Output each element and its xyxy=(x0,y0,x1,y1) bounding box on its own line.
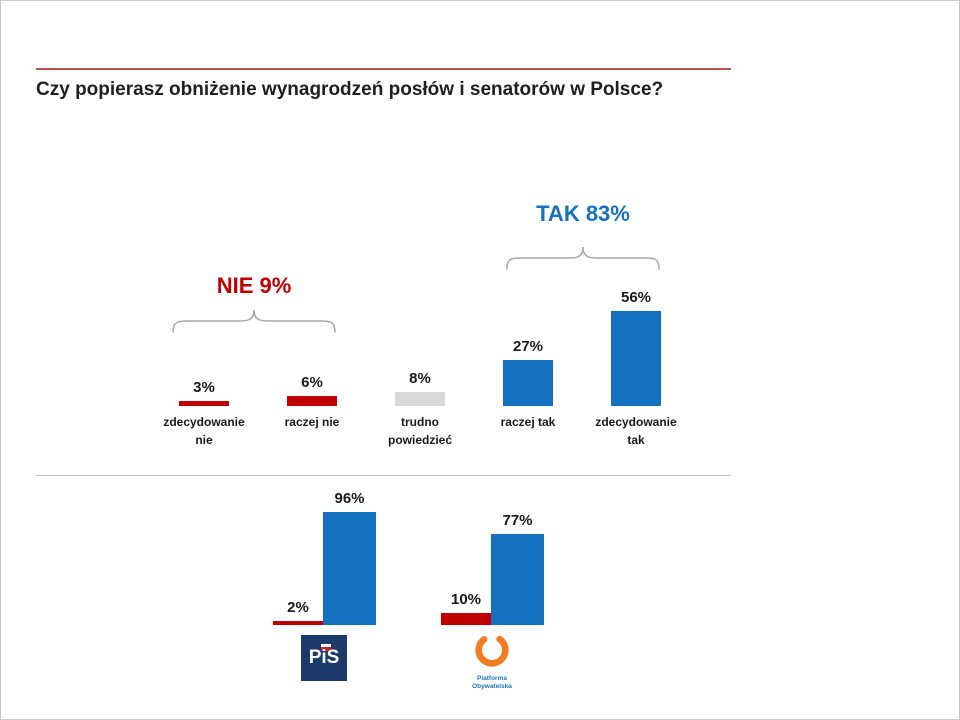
bar-value-label: 3% xyxy=(193,378,215,396)
page-title: Czy popierasz obniżenie wynagrodzeń posł… xyxy=(36,79,664,100)
pis-tak-column: 96% xyxy=(323,490,376,625)
pis-nie-bar xyxy=(273,621,323,625)
section-divider xyxy=(36,475,731,476)
pis-logo: PiS xyxy=(301,635,347,681)
bar-column-raczej-nie: 6% xyxy=(258,266,366,406)
po-logo-text: Platforma Obywatelska xyxy=(472,675,512,691)
tak-total-label: TAK 83% xyxy=(536,201,630,226)
bar-value-label: 8% xyxy=(409,370,431,388)
po-tak-column: 77% xyxy=(491,512,544,625)
tak-bracket xyxy=(505,244,661,270)
bar-value-label: 56% xyxy=(620,288,652,306)
pis-logo-text: PiS xyxy=(308,647,340,668)
bar-value-label: 96% xyxy=(334,489,365,507)
bar-zdecydowanie-nie xyxy=(179,400,229,406)
bar-value-label: 6% xyxy=(301,373,323,391)
main-chart: 3% 6% 8% 27% 56% xyxy=(150,266,690,406)
bar-raczej-nie xyxy=(287,395,337,406)
pis-tak-bar xyxy=(323,511,376,625)
pis-flag-icon xyxy=(321,644,331,651)
po-tak-bar xyxy=(491,534,544,625)
po-nie-bar xyxy=(441,613,491,625)
category-label: raczej nie xyxy=(284,415,340,429)
bar-zdecydowanie-tak xyxy=(611,310,661,406)
category-label-cell: raczej nie xyxy=(258,413,366,449)
pis-nie-column: 2% xyxy=(273,599,323,625)
po-logo: Platforma Obywatelska xyxy=(467,631,517,692)
bar-value-label: 77% xyxy=(502,512,533,530)
bar-column-trudno-powiedziec: 8% xyxy=(366,266,474,406)
pis-bar-group: 2% 96% xyxy=(273,490,376,625)
nie-bracket xyxy=(171,307,337,333)
bar-column-zdecydowanie-nie: 3% xyxy=(150,266,258,406)
category-label: zdecydowanie nie xyxy=(163,415,245,447)
bar-column-raczej-tak: 27% xyxy=(474,266,582,406)
po-ring-icon xyxy=(475,633,509,667)
category-label: zdecydowanie tak xyxy=(595,415,677,447)
bar-value-label: 2% xyxy=(287,599,309,616)
bar-raczej-tak xyxy=(503,360,553,406)
title-rule xyxy=(36,68,731,70)
bar-value-label: 27% xyxy=(512,338,544,356)
category-label-cell: zdecydowanie tak xyxy=(582,413,690,449)
category-label-cell: trudno powiedzieć xyxy=(366,413,474,449)
category-axis: zdecydowanie nie raczej nie trudno powie… xyxy=(150,413,690,449)
nie-total-label: NIE 9% xyxy=(216,273,292,298)
po-bar-group: 10% 77% xyxy=(441,512,544,625)
po-nie-column: 10% xyxy=(441,591,491,625)
bar-column-zdecydowanie-tak: 56% xyxy=(582,266,690,406)
category-label: trudno powiedzieć xyxy=(387,415,452,447)
category-label-cell: zdecydowanie nie xyxy=(150,413,258,449)
bar-trudno-powiedziec xyxy=(395,392,445,406)
bar-value-label: 10% xyxy=(450,591,482,609)
category-label: raczej tak xyxy=(500,415,556,429)
category-label-cell: raczej tak xyxy=(474,413,582,449)
